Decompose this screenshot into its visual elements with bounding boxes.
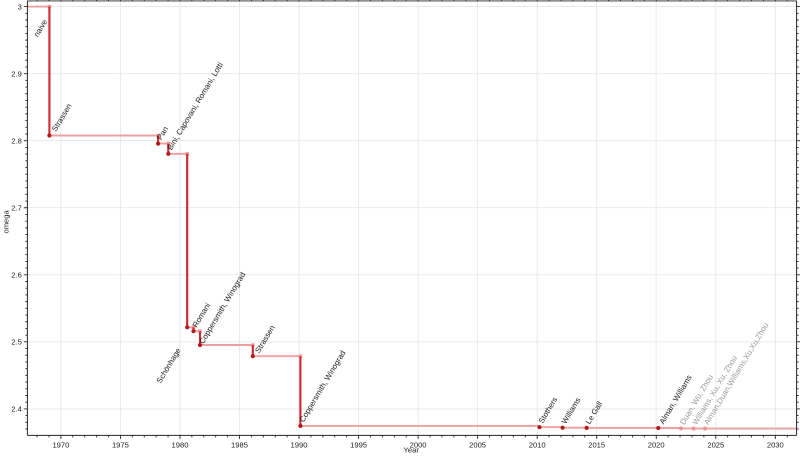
- svg-text:2.9: 2.9: [11, 69, 22, 78]
- svg-text:2020: 2020: [648, 441, 665, 450]
- svg-text:1985: 1985: [231, 441, 248, 450]
- svg-text:2000: 2000: [410, 441, 427, 450]
- svg-text:1995: 1995: [350, 441, 367, 450]
- svg-text:1980: 1980: [172, 441, 189, 450]
- svg-text:2.7: 2.7: [11, 203, 22, 212]
- svg-text:2.8: 2.8: [11, 136, 22, 145]
- svg-text:2005: 2005: [469, 441, 486, 450]
- svg-text:2.4: 2.4: [11, 405, 22, 414]
- svg-text:omega: omega: [2, 210, 11, 234]
- svg-text:1970: 1970: [52, 441, 69, 450]
- svg-text:1975: 1975: [112, 441, 129, 450]
- svg-text:2025: 2025: [707, 441, 724, 450]
- svg-text:2.5: 2.5: [11, 338, 22, 347]
- svg-text:2.6: 2.6: [11, 271, 22, 280]
- svg-text:Year: Year: [404, 445, 420, 454]
- svg-text:2010: 2010: [529, 441, 546, 450]
- svg-text:1990: 1990: [291, 441, 308, 450]
- svg-text:3: 3: [18, 2, 22, 11]
- svg-text:2030: 2030: [767, 441, 784, 450]
- svg-text:2015: 2015: [588, 441, 605, 450]
